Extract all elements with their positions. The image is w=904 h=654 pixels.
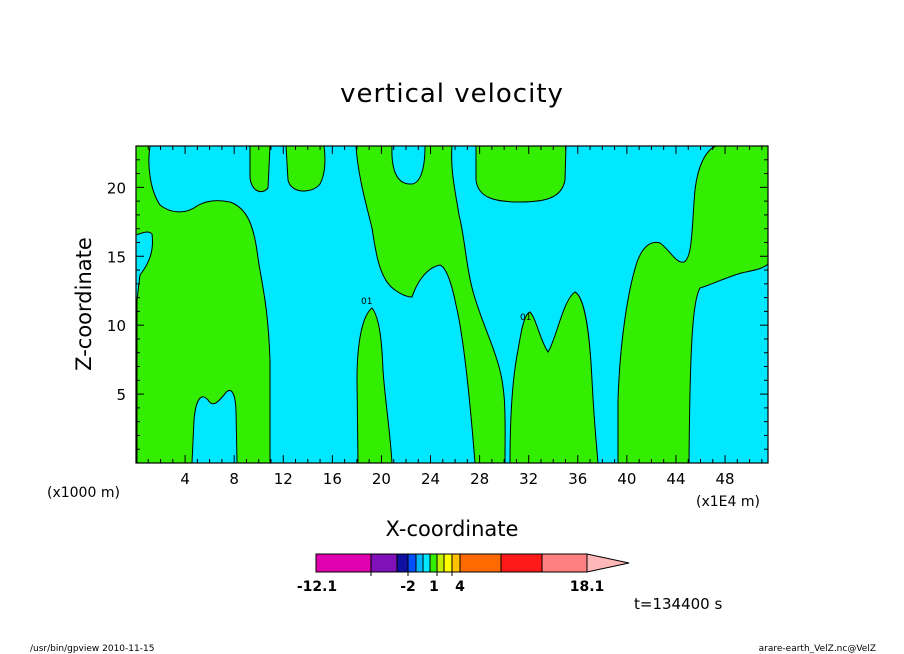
colorbar-segment [500, 553, 543, 573]
colorbar-segment [443, 553, 453, 573]
green-region-middle [356, 307, 393, 464]
green-region-upper-2 [285, 145, 326, 192]
green-region-east [617, 145, 769, 464]
x-tick-label: 20 [372, 470, 391, 488]
colorbar-max-arrow [586, 553, 630, 573]
colorbar-segment [370, 553, 398, 573]
x-scale-note: (x1E4 m) [696, 494, 760, 510]
x-tick-label: 32 [519, 470, 538, 488]
green-region-east-center [509, 291, 599, 464]
colorbar-segment [422, 553, 431, 573]
y-tick-label: 10 [107, 317, 126, 335]
x-tick-label: 24 [421, 470, 440, 488]
colorbar-segment [451, 553, 461, 573]
x-tick-label: 40 [617, 470, 636, 488]
colorbar-label-neg2: -2 [400, 579, 416, 595]
colorbar-segment [315, 553, 372, 573]
y-axis-title: Z-coordinate [72, 237, 96, 371]
colorbar-segment [436, 553, 445, 573]
x-tick-label: 28 [470, 470, 489, 488]
footer-right: arare-earth_VelZ.nc@VelZ [759, 644, 876, 654]
colorbar-label-4: 4 [455, 579, 465, 595]
footer-left: /usr/bin/gpview 2010-11-15 [30, 644, 154, 654]
colorbar-segment [407, 553, 417, 573]
y-tick-label: 15 [107, 248, 126, 266]
colorbar-label-1: 1 [429, 579, 439, 595]
x-unit-label: (x1000 m) [47, 485, 120, 501]
x-tick-label: 12 [274, 470, 293, 488]
x-axis-title: X-coordinate [386, 517, 519, 541]
plot-area: 01 01 [135, 145, 769, 464]
y-tick-label: 20 [107, 179, 126, 197]
x-tick-label: 36 [568, 470, 587, 488]
x-tick-label: 44 [666, 470, 685, 488]
x-tick-label: 8 [229, 470, 239, 488]
y-axis: 5 10 15 20 [107, 159, 768, 450]
colorbar-label-max: 18.1 [570, 579, 605, 595]
y-tick-label: 5 [116, 386, 126, 404]
colorbar-segment [459, 553, 502, 573]
x-tick-label: 16 [323, 470, 342, 488]
plot-frame [135, 145, 769, 464]
chart-title: vertical velocity [340, 79, 564, 109]
x-tick-label: 48 [716, 470, 735, 488]
colorbar-segment [429, 553, 438, 573]
x-axis: 4 8 12 16 20 24 28 32 36 40 44 48 [147, 146, 763, 488]
colorbar-segment [415, 553, 424, 573]
x-tick-label: 4 [180, 470, 190, 488]
colorbar [315, 553, 630, 576]
contour-label-1: 01 [361, 297, 372, 307]
time-label: t=134400 s [634, 595, 722, 613]
colorbar-segment [541, 553, 588, 573]
green-region-upper-1 [249, 145, 271, 193]
green-region-upper-3 [475, 145, 567, 203]
contour-label-2: 01 [520, 313, 531, 323]
colorbar-segment [396, 553, 409, 573]
colorbar-label-min: -12.1 [297, 579, 337, 595]
